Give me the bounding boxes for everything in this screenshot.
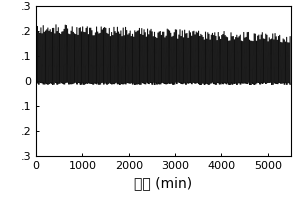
X-axis label: 时间 (min): 时间 (min)	[134, 176, 193, 190]
